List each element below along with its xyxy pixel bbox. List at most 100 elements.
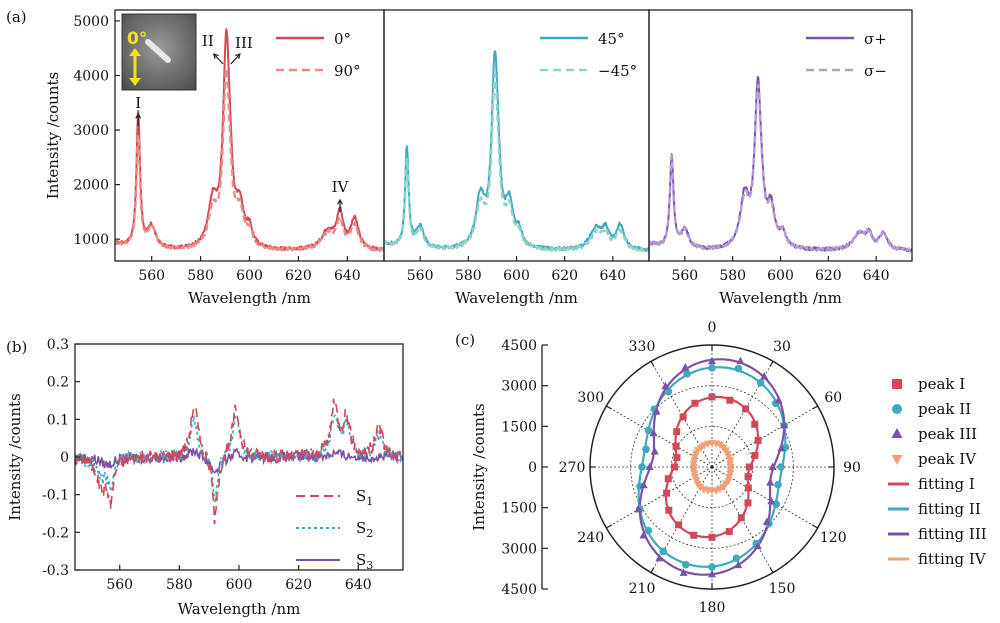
marker-peak-I (665, 506, 673, 514)
polar-angle-label: 330 (629, 339, 656, 355)
polar-angle-tick (769, 567, 774, 573)
polar-angle-tick (650, 361, 655, 367)
marker-peak-I (672, 442, 680, 450)
x-tick-label: 600 (236, 268, 263, 284)
marker-peak-II (772, 500, 780, 508)
legend-marker (892, 379, 902, 389)
series-line-0 (649, 76, 912, 253)
marker-peak-II (734, 364, 743, 373)
radial-tick-label: 3000 (501, 541, 537, 557)
marker-peak-IV (689, 464, 698, 472)
y-tick-label: 2000 (73, 178, 109, 194)
panel-a2: 560 580 600 620 640 Wavelength /nm 45° −45° (383, 9, 650, 307)
polar-angle-label: 150 (769, 581, 796, 597)
stokes-line-1 (75, 398, 403, 525)
marker-peak-III (655, 553, 664, 562)
marker-peak-III (767, 496, 776, 505)
marker-peak-III (762, 517, 771, 525)
legend-label: peak III (918, 425, 977, 443)
marker-peak-I (673, 454, 681, 462)
annotation-arrow (213, 53, 224, 65)
legend-label-0: 45° (598, 30, 625, 48)
inset-angle-label: 0° (127, 29, 147, 49)
marker-peak-I (708, 533, 716, 541)
y-axis-label: Intensity /counts (470, 403, 488, 530)
marker-peak-I (664, 475, 672, 483)
polar-angle-label: 60 (824, 390, 842, 406)
marker-peak-I (726, 396, 734, 404)
panel-a1: 560 580 600 620 640 Wavelength /nm 1000 2000 300… (6, 8, 385, 307)
polar-angle-label: 270 (559, 460, 586, 476)
peak-annotation: IV (332, 178, 350, 196)
legend-label-1: −45° (598, 62, 637, 80)
polar-angle-label: 0 (708, 320, 717, 336)
marker-peak-IV (719, 483, 728, 492)
x-axis-label: Wavelength /nm (455, 289, 578, 307)
marker-peak-III (650, 447, 659, 455)
legend-marker (891, 455, 903, 465)
marker-peak-III (780, 420, 788, 429)
peak-annotation: I (135, 94, 141, 112)
x-tick-label: 600 (226, 577, 253, 593)
legend-label-0: 0° (334, 30, 351, 48)
marker-peak-I (744, 499, 752, 507)
radial-tick-label: 0 (528, 460, 537, 476)
legend-marker (892, 404, 902, 414)
radial-tick-label: 4500 (501, 582, 537, 598)
marker-peak-IV (689, 467, 698, 475)
marker-peak-I (673, 428, 681, 436)
marker-peak-III (766, 478, 775, 486)
inset-nanowire (145, 39, 171, 63)
x-tick-label: 640 (599, 268, 626, 284)
marker-peak-I (691, 399, 699, 407)
legend-label-2: S3 (356, 551, 373, 572)
marker-peak-III (661, 381, 670, 390)
marker-peak-III (760, 372, 769, 380)
polar-angle-label: 300 (577, 390, 604, 406)
annotation-arrowhead (212, 53, 219, 60)
x-tick-label: 640 (345, 577, 372, 593)
inset-arrowhead-up (129, 48, 141, 56)
marker-peak-I (675, 521, 683, 529)
legend-sub: 1 (366, 495, 373, 508)
marker-peak-III (639, 531, 648, 539)
marker-peak-IV (690, 457, 699, 465)
y-axis-label: Intensity /counts (6, 393, 24, 520)
marker-peak-I (754, 436, 762, 444)
legend-name: S (356, 487, 366, 505)
y-tick-label: 5000 (73, 14, 109, 30)
polar-angle-tick (650, 567, 655, 573)
peak-annotation: III (235, 34, 253, 52)
marker-peak-I (708, 393, 716, 401)
y-tick-label: -0.1 (42, 488, 69, 504)
marker-peak-I (725, 528, 733, 536)
marker-peak-I (742, 405, 750, 413)
marker-peak-I (744, 473, 752, 481)
marker-peak-I (679, 413, 687, 421)
polar-angle-label: 210 (629, 581, 656, 597)
marker-peak-III (634, 504, 643, 513)
x-tick-label: 580 (455, 268, 482, 284)
marker-peak-II (708, 364, 716, 372)
x-tick-label: 560 (671, 268, 698, 284)
marker-peak-I (663, 489, 671, 497)
x-axis-label: Wavelength /nm (178, 600, 301, 618)
marker-peak-III (681, 363, 690, 371)
series-line-1 (649, 83, 912, 252)
legend-label: peak I (918, 375, 965, 393)
marker-peak-II (756, 378, 765, 387)
annotation-arrowhead (337, 198, 343, 205)
marker-peak-II (777, 463, 785, 471)
legend-fit-label: fitting II (918, 500, 981, 518)
legend-sub: 2 (366, 527, 373, 540)
legend-label-0: σ+ (864, 30, 887, 48)
marker-peak-III (774, 395, 783, 404)
legend-label-1: S2 (356, 519, 373, 540)
legend-fit-label: fitting III (918, 525, 987, 543)
annotation-arrowhead (235, 53, 241, 60)
x-tick-label: 620 (551, 268, 578, 284)
series-line-1 (115, 67, 384, 253)
x-tick-label: 640 (334, 268, 361, 284)
marker-peak-III (639, 480, 648, 489)
